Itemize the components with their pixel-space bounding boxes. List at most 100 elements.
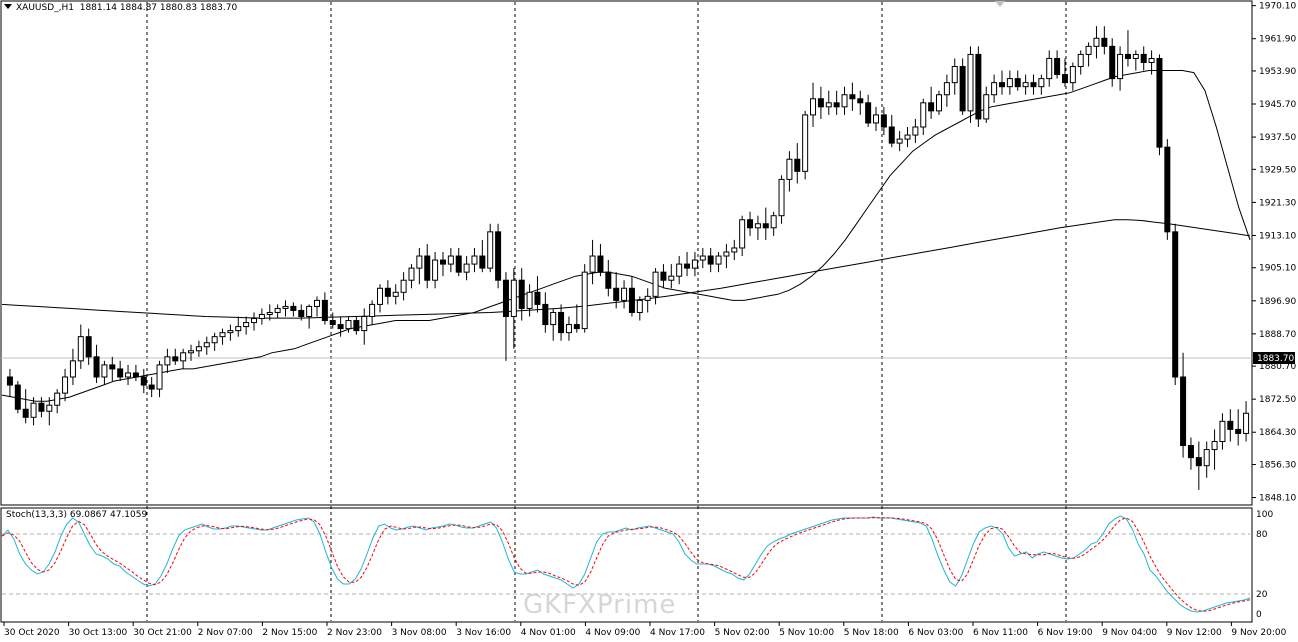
price-tick-label: 1970.10	[1259, 2, 1296, 12]
candle	[62, 368, 69, 402]
candle	[447, 247, 454, 273]
candle	[54, 389, 61, 414]
candle	[1227, 409, 1234, 442]
candle	[652, 268, 659, 305]
candle	[156, 360, 163, 398]
time-tick-label: 30 Oct 2020	[4, 628, 60, 638]
candle	[384, 280, 391, 305]
candle	[227, 324, 234, 341]
candle	[660, 264, 667, 289]
candle	[1046, 50, 1053, 87]
moving-averages	[1, 70, 1251, 402]
candle	[833, 90, 840, 115]
candle	[518, 268, 525, 321]
candle	[715, 251, 722, 273]
candle	[636, 296, 643, 321]
time-tick-label: 2 Nov 23:00	[327, 628, 382, 638]
candle	[1022, 74, 1029, 95]
candle	[983, 86, 990, 123]
symbol-timeframe: XAUUSD_,H1	[16, 3, 74, 13]
candle	[282, 300, 289, 317]
candle	[707, 247, 714, 273]
candle	[109, 356, 116, 382]
price-tick-label: 1880.70	[1259, 362, 1296, 372]
candle	[1243, 401, 1250, 442]
candle	[1038, 74, 1045, 95]
stoch-main-line	[1, 515, 1251, 613]
candle	[684, 251, 691, 277]
time-tick-label: 4 Nov 09:00	[585, 628, 640, 638]
main-plot-frame	[0, 0, 1253, 506]
price-tick-label: 1961.90	[1259, 35, 1296, 45]
candle	[1054, 50, 1061, 79]
candle	[235, 316, 242, 337]
candle	[266, 304, 273, 321]
candle	[1172, 223, 1179, 386]
candle	[802, 110, 809, 180]
candle	[203, 336, 210, 355]
candle	[1093, 26, 1100, 59]
time-tick-label: 2 Nov 15:00	[262, 628, 317, 638]
candle	[376, 284, 383, 313]
candle	[936, 90, 942, 115]
candle	[180, 348, 187, 369]
candle	[1014, 70, 1021, 91]
candle	[691, 251, 698, 277]
time-tick-label: 30 Oct 13:00	[69, 628, 128, 638]
time-tick-label: 9 Nov 12:00	[1167, 628, 1222, 638]
candle	[1140, 46, 1147, 71]
candle	[888, 114, 895, 148]
candle	[794, 143, 801, 184]
candle	[534, 276, 541, 313]
time-tick-label: 30 Oct 21:00	[133, 628, 192, 638]
candle	[959, 58, 966, 115]
candle	[865, 94, 872, 127]
candle	[369, 300, 376, 325]
candle	[306, 304, 313, 329]
candle	[998, 70, 1005, 95]
candle	[928, 86, 935, 119]
stoch-plot-frame	[0, 507, 1253, 623]
dropdown-triangle-icon[interactable]	[4, 4, 12, 9]
candle	[258, 308, 265, 325]
price-tick-label: 1937.50	[1259, 133, 1296, 143]
candle	[424, 243, 431, 289]
candle	[920, 98, 927, 136]
price-tick-label: 1848.10	[1259, 494, 1296, 504]
candle	[353, 316, 360, 335]
candle	[148, 376, 155, 398]
candle	[219, 328, 226, 345]
candle	[125, 364, 132, 386]
candle	[754, 215, 761, 240]
candle	[849, 82, 856, 111]
moving-average-line	[1, 219, 1251, 319]
stoch-level-label: 80	[1256, 530, 1268, 540]
candle	[337, 316, 344, 337]
candle	[613, 272, 620, 309]
candle	[6, 368, 13, 398]
time-tick-label: 3 Nov 08:00	[392, 628, 447, 638]
candle	[1124, 30, 1131, 67]
candle	[1069, 62, 1076, 91]
price-tick-label: 1945.70	[1259, 100, 1296, 110]
candle	[14, 381, 21, 414]
candle	[904, 126, 911, 148]
candle	[172, 348, 179, 365]
candle	[298, 304, 305, 321]
candles	[6, 26, 1250, 490]
candle	[778, 175, 785, 224]
candle	[290, 302, 297, 317]
candle	[967, 46, 974, 123]
chart-shift-marker[interactable]	[995, 1, 1005, 7]
candle	[22, 389, 29, 424]
time-tick-label: 5 Nov 02:00	[715, 628, 770, 638]
price-tick-label: 1929.50	[1259, 165, 1296, 175]
stoch-level-label: 0	[1256, 610, 1262, 620]
candle	[825, 90, 832, 115]
candle	[400, 272, 407, 301]
price-tick-label: 1888.70	[1259, 330, 1296, 340]
candle	[1109, 38, 1116, 87]
time-tick-label: 5 Nov 10:00	[779, 628, 834, 638]
